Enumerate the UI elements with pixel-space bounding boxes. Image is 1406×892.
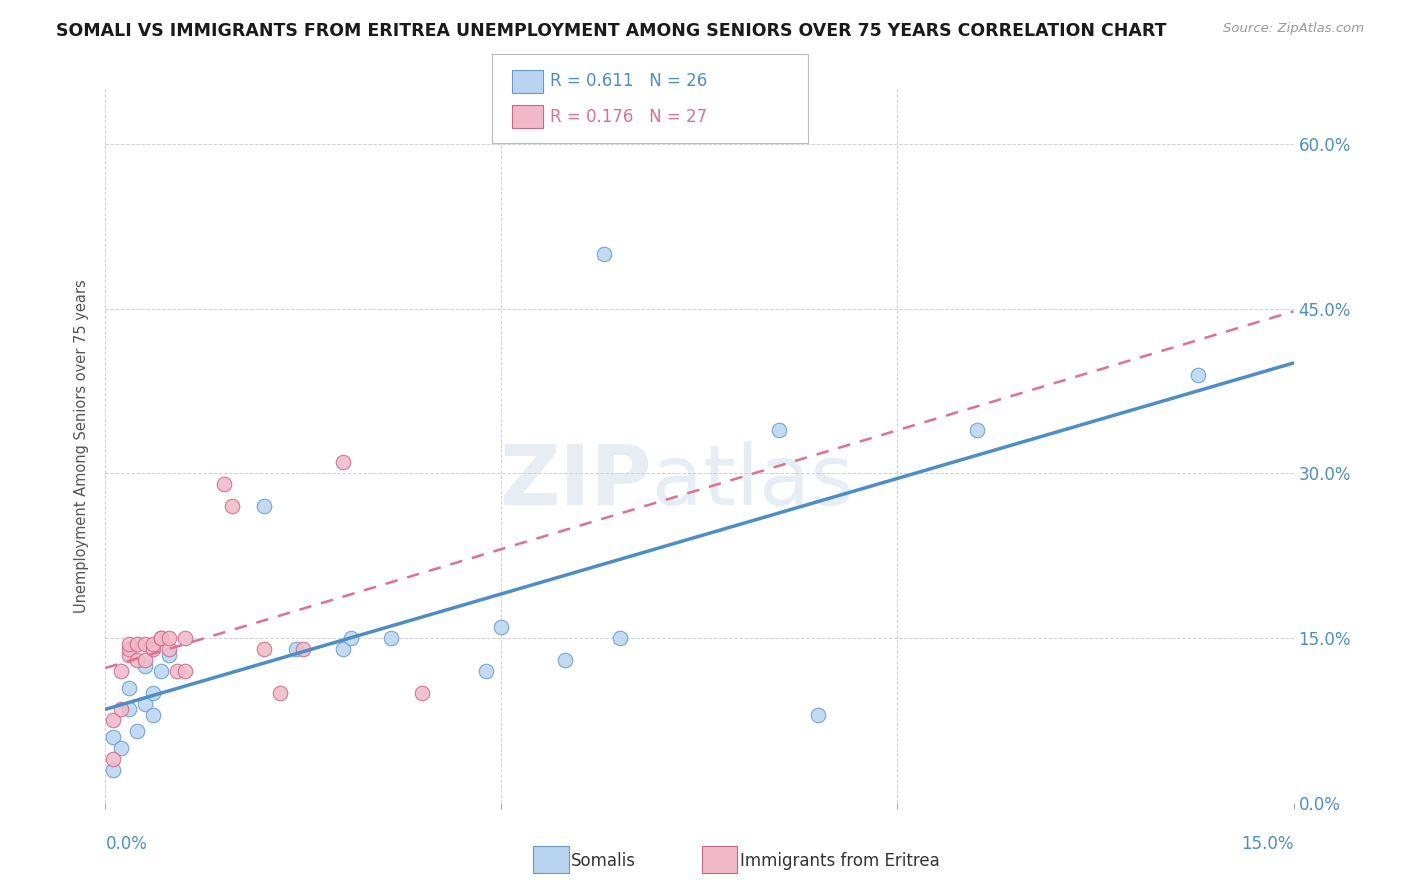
Text: 15.0%: 15.0% xyxy=(1241,835,1294,853)
Point xyxy=(292,642,315,657)
Point xyxy=(157,642,180,657)
Point xyxy=(269,686,291,700)
Point xyxy=(173,664,195,678)
Point xyxy=(166,664,188,678)
Point xyxy=(474,664,496,678)
Point xyxy=(127,653,149,667)
Point xyxy=(253,500,276,514)
Point xyxy=(966,423,988,437)
Point xyxy=(554,653,576,667)
Point xyxy=(134,658,156,673)
Point xyxy=(127,724,149,739)
Point xyxy=(491,620,513,634)
Point xyxy=(142,708,165,723)
Point xyxy=(221,500,243,514)
Point xyxy=(593,247,616,261)
Point xyxy=(118,702,141,716)
Point xyxy=(157,648,180,662)
Point xyxy=(340,631,363,645)
Point xyxy=(1187,368,1209,382)
Point xyxy=(157,631,180,645)
Point xyxy=(110,740,132,755)
Point xyxy=(103,763,125,777)
Text: ZIP: ZIP xyxy=(499,442,652,522)
Point xyxy=(110,664,132,678)
Point xyxy=(103,714,125,728)
Point xyxy=(332,642,354,657)
Point xyxy=(149,664,172,678)
Point xyxy=(214,477,236,491)
Text: SOMALI VS IMMIGRANTS FROM ERITREA UNEMPLOYMENT AMONG SENIORS OVER 75 YEARS CORRE: SOMALI VS IMMIGRANTS FROM ERITREA UNEMPL… xyxy=(56,22,1167,40)
Point xyxy=(253,642,276,657)
Point xyxy=(118,637,141,651)
Point xyxy=(609,631,631,645)
Point xyxy=(134,653,156,667)
Point xyxy=(118,642,141,657)
Point xyxy=(768,423,790,437)
Point xyxy=(142,686,165,700)
Point xyxy=(149,631,172,645)
Text: atlas: atlas xyxy=(652,442,853,522)
Point xyxy=(118,648,141,662)
Text: Immigrants from Eritrea: Immigrants from Eritrea xyxy=(740,852,939,870)
Point xyxy=(142,637,165,651)
Point xyxy=(103,752,125,766)
Text: Somalis: Somalis xyxy=(571,852,636,870)
Point xyxy=(110,702,132,716)
Y-axis label: Unemployment Among Seniors over 75 years: Unemployment Among Seniors over 75 years xyxy=(75,279,90,613)
Point xyxy=(134,697,156,711)
Point xyxy=(284,642,307,657)
Point xyxy=(103,730,125,744)
Point xyxy=(142,642,165,657)
Point xyxy=(380,631,402,645)
Point xyxy=(332,455,354,469)
Point xyxy=(127,637,149,651)
Point xyxy=(411,686,433,700)
Point xyxy=(118,681,141,695)
Point xyxy=(807,708,830,723)
Point xyxy=(134,637,156,651)
Point xyxy=(173,631,195,645)
Text: R = 0.176   N = 27: R = 0.176 N = 27 xyxy=(550,108,707,126)
Point xyxy=(149,631,172,645)
Text: Source: ZipAtlas.com: Source: ZipAtlas.com xyxy=(1223,22,1364,36)
Text: R = 0.611   N = 26: R = 0.611 N = 26 xyxy=(550,72,707,90)
Text: 0.0%: 0.0% xyxy=(105,835,148,853)
